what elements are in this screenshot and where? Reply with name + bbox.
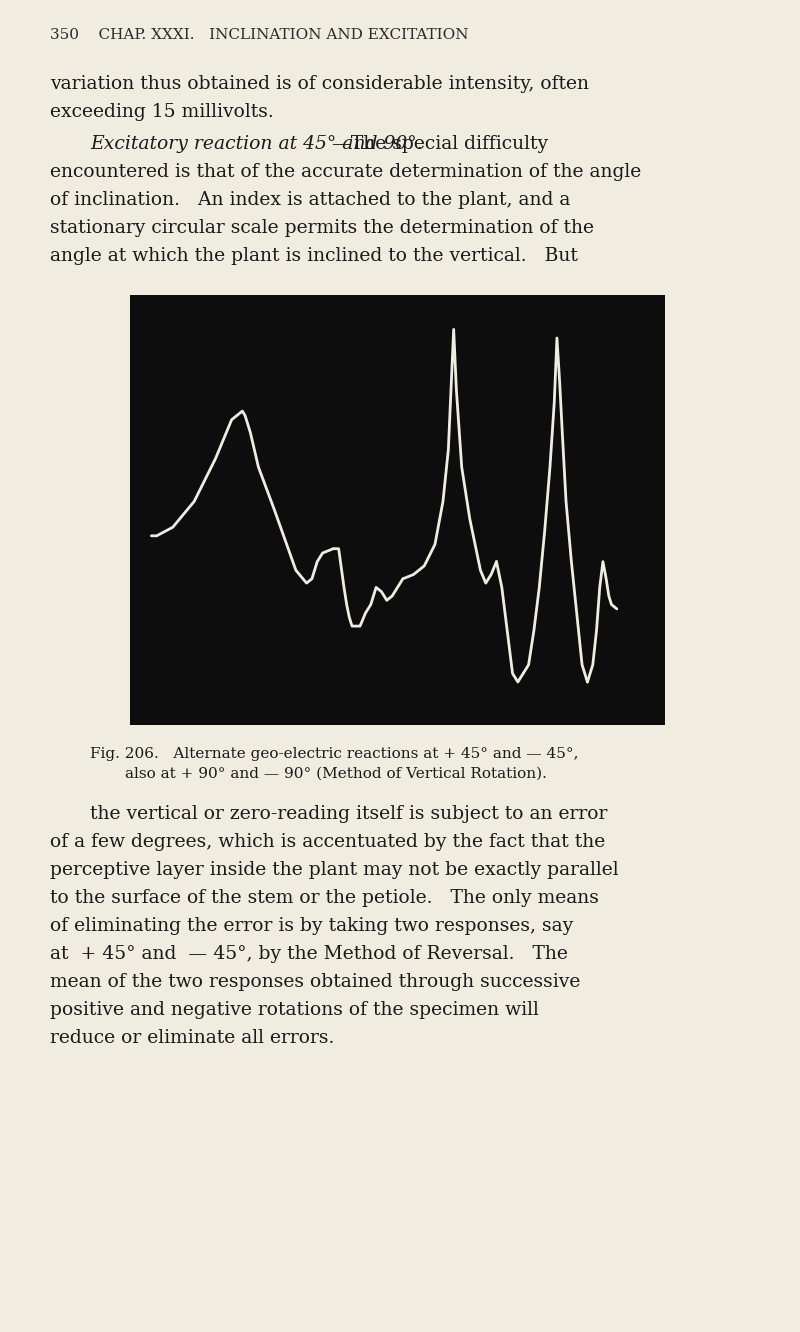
Text: variation thus obtained is of considerable intensity, often: variation thus obtained is of considerab… <box>50 75 589 93</box>
Text: stationary circular scale permits the determination of the: stationary circular scale permits the de… <box>50 218 594 237</box>
Text: reduce or eliminate all errors.: reduce or eliminate all errors. <box>50 1030 334 1047</box>
Text: at  + 45° and  — 45°, by the Method of Reversal.   The: at + 45° and — 45°, by the Method of Rev… <box>50 944 568 963</box>
Text: of inclination.   An index is attached to the plant, and a: of inclination. An index is attached to … <box>50 190 570 209</box>
Text: encountered is that of the accurate determination of the angle: encountered is that of the accurate dete… <box>50 163 642 181</box>
Text: the vertical or zero-reading itself is subject to an error: the vertical or zero-reading itself is s… <box>90 805 607 823</box>
Text: Fig. 206.   Alternate geo-electric reactions at + 45° and — 45°,: Fig. 206. Alternate geo-electric reactio… <box>90 747 578 761</box>
Text: to the surface of the stem or the petiole.   The only means: to the surface of the stem or the petiol… <box>50 888 599 907</box>
Text: 350    CHAP. XXXI.   INCLINATION AND EXCITATION: 350 CHAP. XXXI. INCLINATION AND EXCITATI… <box>50 28 469 43</box>
Text: positive and negative rotations of the specimen will: positive and negative rotations of the s… <box>50 1002 539 1019</box>
Text: —The special difficulty: —The special difficulty <box>332 135 548 153</box>
Text: Excitatory reaction at 45° and 90°.: Excitatory reaction at 45° and 90°. <box>90 135 422 153</box>
Text: of eliminating the error is by taking two responses, say: of eliminating the error is by taking tw… <box>50 916 574 935</box>
Text: perceptive layer inside the plant may not be exactly parallel: perceptive layer inside the plant may no… <box>50 860 618 879</box>
Text: exceeding 15 millivolts.: exceeding 15 millivolts. <box>50 103 274 121</box>
Text: of a few degrees, which is accentuated by the fact that the: of a few degrees, which is accentuated b… <box>50 832 606 851</box>
Text: also at + 90° and — 90° (Method of Vertical Rotation).: also at + 90° and — 90° (Method of Verti… <box>125 767 547 781</box>
Text: mean of the two responses obtained through successive: mean of the two responses obtained throu… <box>50 972 580 991</box>
Bar <box>130 294 665 725</box>
Text: angle at which the plant is inclined to the vertical.   But: angle at which the plant is inclined to … <box>50 246 578 265</box>
